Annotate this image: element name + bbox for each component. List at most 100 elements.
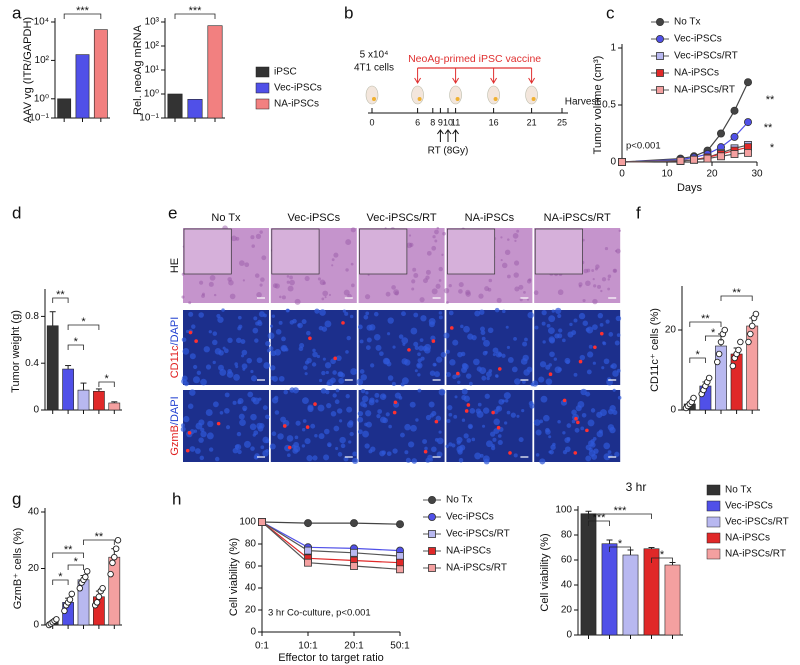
nucleus	[335, 446, 339, 450]
nucleus	[603, 453, 611, 461]
nucleus	[557, 313, 562, 319]
nucleus	[429, 370, 436, 376]
x-axis-label: Effector to target ratio	[278, 652, 384, 664]
nucleus	[363, 314, 369, 320]
marker	[396, 552, 404, 560]
significance-label: **	[732, 287, 741, 299]
positive-cell	[496, 425, 501, 430]
tissue-texture	[408, 234, 412, 237]
tissue-texture	[321, 297, 325, 301]
nucleus	[199, 455, 205, 461]
nucleus	[542, 340, 546, 344]
nucleus	[599, 322, 604, 327]
nucleus	[344, 311, 349, 316]
nucleus	[274, 410, 280, 415]
nucleus	[540, 395, 548, 403]
nucleus	[222, 346, 226, 350]
nucleus	[516, 414, 520, 418]
nucleus	[414, 369, 418, 373]
marker	[304, 558, 312, 567]
nucleus	[221, 308, 225, 312]
tissue-texture	[422, 278, 428, 284]
tissue-texture	[385, 291, 391, 297]
tissue-texture	[458, 282, 464, 288]
positive-cell	[464, 409, 469, 413]
y-tick-label: 60	[561, 555, 573, 566]
nucleus	[265, 439, 270, 444]
nucleus	[497, 439, 503, 446]
significance-bracket	[83, 539, 115, 545]
positive-cell	[393, 400, 398, 405]
nucleus	[278, 375, 285, 382]
nucleus	[359, 369, 365, 374]
tissue-texture	[431, 245, 437, 251]
nucleus	[504, 421, 508, 425]
nucleus	[601, 366, 605, 370]
tumor-icon	[417, 97, 422, 101]
tissue-texture	[512, 233, 519, 239]
series-line	[261, 521, 401, 570]
legend-swatch	[255, 98, 270, 110]
tissue-texture	[432, 235, 436, 239]
nucleus	[411, 458, 418, 464]
fluorescence-image	[183, 310, 269, 385]
tissue-texture	[504, 249, 511, 256]
positive-cell	[585, 428, 589, 433]
nucleus	[336, 355, 342, 362]
nucleus	[480, 326, 485, 332]
y-tick-label: 60	[245, 561, 257, 572]
tissue-texture	[607, 274, 612, 279]
nucleus	[436, 437, 444, 445]
nucleus	[298, 346, 304, 352]
tissue-texture	[438, 279, 442, 282]
nucleus	[541, 309, 547, 316]
nucleus	[312, 455, 318, 461]
x-tick-label: 10:1	[298, 641, 318, 652]
nucleus	[200, 378, 207, 386]
nucleus	[257, 425, 264, 432]
nucleus	[474, 452, 482, 460]
nucleus	[616, 333, 621, 337]
nucleus	[479, 367, 487, 375]
tissue-texture	[519, 298, 523, 302]
bar	[108, 556, 121, 626]
nucleus	[514, 378, 521, 385]
significance-label: ***	[76, 5, 90, 17]
significance-bracket	[689, 321, 722, 327]
nucleus	[522, 341, 528, 347]
nucleus	[226, 371, 234, 378]
timeline-day: 25	[557, 117, 567, 127]
nucleus	[240, 354, 245, 358]
y-tick-label: 0.5	[602, 100, 616, 111]
nucleus	[338, 377, 345, 384]
tissue-texture	[202, 292, 205, 296]
nucleus	[526, 366, 533, 373]
tissue-texture	[484, 286, 490, 292]
nucleus	[401, 311, 406, 317]
tissue-texture	[199, 280, 204, 285]
nucleus	[352, 451, 357, 457]
nucleus	[607, 408, 614, 415]
tissue-texture	[259, 283, 263, 287]
positive-cell	[431, 339, 436, 343]
legend-marker	[656, 35, 665, 44]
positive-cell	[573, 451, 578, 455]
nucleus	[267, 332, 275, 340]
nucleus	[312, 351, 318, 358]
series-line	[261, 521, 401, 525]
x-tick-label: 50:1	[390, 641, 410, 652]
tissue-texture	[188, 301, 192, 305]
nucleus	[324, 362, 332, 369]
legend-label: NA-iPSCs/RT	[725, 549, 786, 560]
marker	[396, 565, 404, 574]
nucleus	[554, 366, 562, 374]
nucleus	[458, 457, 464, 463]
bar	[580, 513, 597, 636]
nucleus	[590, 408, 596, 413]
row-label-part: GzmB	[169, 425, 181, 456]
panel-letter: d	[12, 203, 21, 222]
legend-label: Vec-iPSCs/RT	[674, 51, 738, 62]
tissue-texture	[286, 280, 290, 284]
nucleus	[326, 381, 331, 386]
nucleus	[459, 444, 466, 451]
